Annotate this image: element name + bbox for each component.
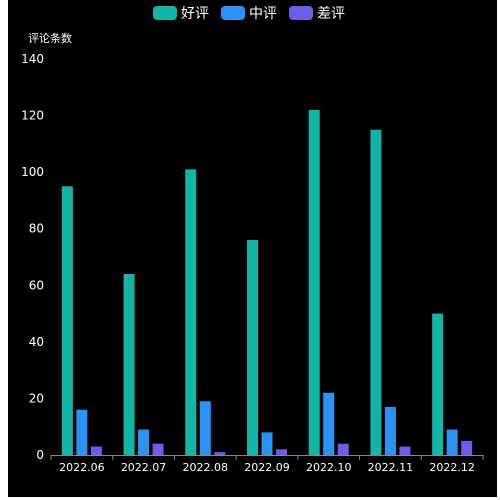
legend-swatch — [289, 6, 313, 20]
x-tick-label: 2022.07 — [121, 461, 167, 474]
bar-好评-2022.11 — [370, 129, 382, 455]
y-tick-label: 40 — [29, 335, 44, 349]
bar-中评-2022.07 — [138, 429, 150, 455]
x-tick-label: 2022.12 — [429, 461, 475, 474]
x-tick-label: 2022.06 — [59, 461, 105, 474]
legend-swatch — [153, 6, 177, 20]
bar-差评-2022.08 — [214, 452, 226, 455]
right-border — [497, 0, 500, 500]
bar-差评-2022.12 — [461, 440, 473, 455]
bar-中评-2022.10 — [323, 392, 335, 455]
bar-差评-2022.11 — [399, 446, 411, 455]
legend-swatch — [221, 6, 245, 20]
y-tick-label: 60 — [29, 278, 44, 292]
bar-差评-2022.06 — [90, 446, 102, 455]
bar-差评-2022.09 — [276, 449, 287, 455]
y-tick-label: 100 — [21, 165, 44, 179]
bar-好评-2022.09 — [247, 240, 258, 455]
bar-好评-2022.08 — [185, 169, 197, 456]
x-tick-label: 2022.11 — [368, 461, 414, 474]
y-tick-label: 140 — [21, 52, 44, 66]
y-tick-label: 0 — [36, 448, 44, 462]
y-tick-label: 80 — [29, 222, 44, 236]
y-tick-label: 20 — [29, 391, 44, 405]
x-axis: 2022.06 2022.07 2022.08 2022.09 2022.10 2022.… — [50, 455, 484, 474]
x-tick-label: 2022.10 — [306, 461, 352, 474]
x-tick-label: 2022.09 — [244, 461, 290, 474]
y-axis-label: 评论条数 — [28, 31, 72, 45]
legend: 好评 中评 差评 — [153, 6, 345, 22]
bar-差评-2022.10 — [337, 443, 349, 455]
bar-中评-2022.12 — [446, 429, 458, 455]
bar-差评-2022.07 — [152, 443, 164, 455]
y-axis: 0 20 40 60 80 100 120 140 — [21, 52, 44, 462]
bar-中评-2022.09 — [261, 432, 273, 455]
bar-中评-2022.08 — [199, 401, 211, 455]
left-border — [0, 0, 8, 500]
bar-中评-2022.06 — [76, 409, 88, 455]
bottom-border — [0, 497, 500, 500]
bar-好评-2022.07 — [123, 273, 135, 455]
legend-label: 中评 — [249, 6, 277, 22]
x-tick-label: 2022.08 — [183, 461, 229, 474]
bars — [61, 109, 473, 456]
bar-好评-2022.10 — [308, 109, 320, 456]
legend-label: 好评 — [181, 6, 209, 22]
bar-好评-2022.06 — [61, 186, 73, 456]
bar-好评-2022.12 — [432, 313, 444, 455]
y-tick-label: 120 — [21, 109, 44, 123]
bar-中评-2022.11 — [384, 406, 396, 455]
legend-label: 差评 — [317, 6, 345, 22]
